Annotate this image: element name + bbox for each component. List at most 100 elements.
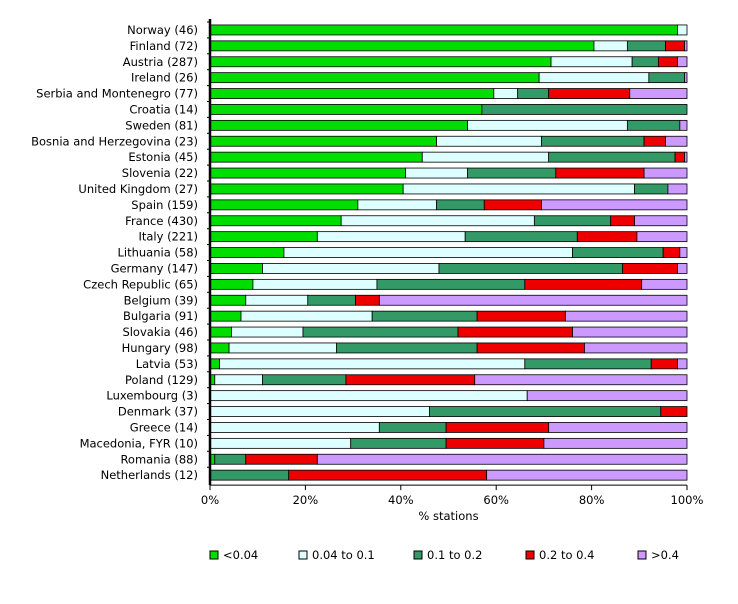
x-tick-label: 40% (388, 493, 414, 507)
bar-segment (445, 422, 550, 433)
bar-segment (209, 199, 359, 211)
category-label: Croatia (14) (129, 102, 198, 116)
bar-segment (209, 406, 430, 417)
bar-segment (209, 390, 528, 402)
bar-segment (677, 263, 688, 274)
bar-segment (657, 56, 678, 68)
bar-segment (648, 72, 686, 84)
bar-segment (541, 135, 645, 147)
bar-segment (662, 247, 681, 258)
category-label: Italy (221) (138, 230, 198, 244)
bar-segment (240, 310, 373, 322)
bar-segment (245, 294, 309, 306)
bar-segment (643, 167, 688, 179)
bar-segment (626, 40, 666, 52)
x-tick-label: 20% (293, 493, 319, 507)
bar-segment (593, 40, 628, 52)
bar-segment (474, 374, 688, 386)
legend-label: <0.04 (223, 548, 258, 562)
bar-segment (636, 231, 688, 243)
category-label: Lithuania (58) (117, 246, 198, 260)
bar-segment (209, 135, 437, 147)
bar-segment (209, 342, 230, 354)
legend: <0.04 0.04 to 0.1 0.1 to 0.2 0.2 to 0.4 >0.4 (209, 548, 679, 562)
bar-segment (283, 247, 573, 258)
category-label: Estonia (45) (128, 150, 198, 164)
bar-segment (209, 119, 468, 131)
bar-segment (436, 135, 542, 147)
bar-segment (209, 215, 342, 227)
bar-segment (660, 406, 688, 417)
bar-segment (610, 215, 635, 227)
legend-swatch (413, 550, 423, 560)
bar-segment (209, 263, 263, 274)
bar-segment (564, 310, 688, 322)
bar-segment (550, 56, 633, 68)
bar-segment (209, 167, 406, 179)
bar-segment (262, 263, 440, 274)
bar-segment (219, 358, 526, 370)
bar-segment (345, 374, 476, 386)
bar-segment (622, 263, 678, 274)
bar-segment (483, 199, 542, 211)
bar-segment (316, 231, 466, 243)
legend-label: 0.04 to 0.1 (312, 548, 375, 562)
legend-label: 0.1 to 0.2 (427, 548, 482, 562)
category-label: Sweden (81) (125, 118, 198, 132)
bar-segment (626, 119, 681, 131)
bar-segment (555, 167, 645, 179)
bar-segment (209, 151, 423, 163)
bar-segment (533, 215, 612, 227)
bar-segment (481, 104, 688, 115)
bar-segment (524, 278, 643, 290)
bar-segment (357, 199, 437, 211)
bar-segment (209, 88, 495, 99)
bar-segment (316, 453, 688, 465)
category-label: Denmark (37) (118, 405, 198, 419)
bar-segment (209, 56, 552, 68)
bar-segment (371, 310, 478, 322)
bar-segment (214, 453, 247, 465)
bar-segment (684, 40, 688, 52)
bar-segment (684, 72, 688, 84)
category-label: United Kingdom (27) (78, 182, 198, 196)
category-label: Slovakia (46) (122, 325, 198, 339)
bar-segment (476, 342, 585, 354)
bar-segment (548, 422, 688, 433)
bar-segment (376, 278, 526, 290)
x-tick-label: 0% (201, 493, 219, 507)
bar-segment (543, 437, 688, 449)
bar-segment (538, 72, 650, 84)
bar-segment (572, 326, 688, 338)
bar-segment (209, 294, 247, 306)
bar-segment (209, 326, 232, 338)
bar-segment (631, 56, 659, 68)
bar-segment (679, 119, 688, 131)
bar-segment (467, 119, 628, 131)
category-label: Germany (147) (111, 261, 198, 275)
bar-segment (541, 199, 688, 211)
bar-segment (467, 167, 557, 179)
category-label: France (430) (125, 214, 198, 228)
bar-segment (464, 231, 578, 243)
bar-segment (576, 231, 638, 243)
bar-segment (340, 215, 535, 227)
bar-segment (674, 151, 686, 163)
legend-swatch (298, 550, 308, 560)
bar-segment (209, 231, 318, 243)
bar-segment (209, 24, 678, 36)
bar-segment (231, 326, 304, 338)
category-label: Luxembourg (3) (106, 389, 198, 403)
bar-segment (288, 469, 488, 481)
bar-segment (378, 294, 688, 306)
bar-segment (476, 310, 566, 322)
bar-segment (209, 358, 220, 370)
bar-segment (228, 342, 337, 354)
bar-segment (436, 199, 485, 211)
category-label: Ireland (26) (131, 71, 198, 85)
bar-segment (643, 135, 666, 147)
bars-layer (209, 24, 688, 481)
x-tick-label: 60% (483, 493, 509, 507)
bar-segment (355, 294, 380, 306)
bar-segment (526, 390, 688, 402)
